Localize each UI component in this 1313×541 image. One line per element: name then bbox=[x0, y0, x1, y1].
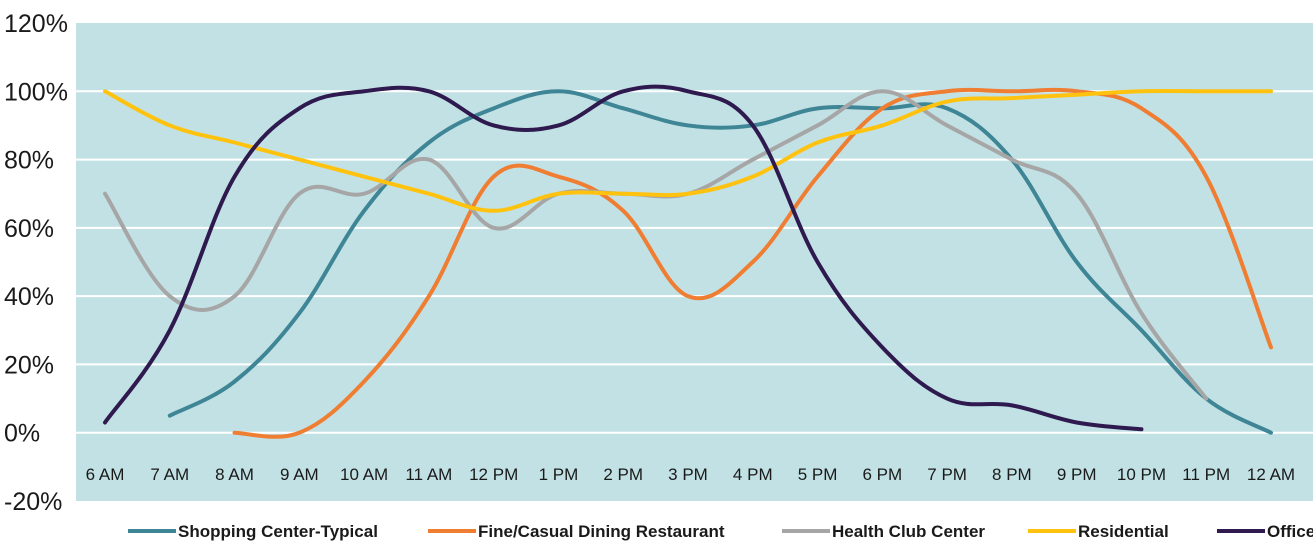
x-tick-label: 7 PM bbox=[927, 465, 967, 484]
series-line-shopping-center-typical bbox=[167, 89, 1273, 435]
series-line-office bbox=[103, 84, 1144, 432]
series-line-residential bbox=[103, 89, 1273, 213]
y-tick-label: 0% bbox=[4, 420, 40, 448]
legend-label: Residential bbox=[1078, 522, 1169, 541]
x-tick-label: 12 PM bbox=[469, 465, 518, 484]
legend-label: Shopping Center-Typical bbox=[178, 522, 378, 541]
x-tick-label: 5 PM bbox=[798, 465, 838, 484]
x-tick-label: 10 AM bbox=[340, 465, 388, 484]
x-tick-label: 8 PM bbox=[992, 465, 1032, 484]
x-tick-label: 9 PM bbox=[1057, 465, 1097, 484]
y-tick-label: 60% bbox=[4, 215, 54, 243]
x-tick-label: 11 PM bbox=[1182, 465, 1230, 484]
x-tick-label: 2 PM bbox=[603, 465, 643, 484]
y-axis-tick-labels: 120% 100% 80% 60% 40% 20% 0% -20% bbox=[4, 10, 68, 516]
x-tick-label: 10 PM bbox=[1117, 465, 1166, 484]
legend-label: Health Club Center bbox=[832, 522, 985, 541]
x-axis-tick-labels: 6 AM 7 AM 8 AM 9 AM 10 AM 11 AM 12 PM 1 PM 2 PM 3… bbox=[86, 465, 1295, 484]
y-tick-label: 20% bbox=[4, 351, 54, 379]
y-tick-label: 80% bbox=[4, 147, 54, 175]
x-tick-label: 12 AM bbox=[1247, 465, 1295, 484]
x-tick-label: 3 PM bbox=[668, 465, 708, 484]
y-tick-label: 120% bbox=[4, 10, 68, 38]
legend: Shopping Center-Typical Fine/Casual Dinin… bbox=[128, 522, 1313, 541]
y-tick-label: 40% bbox=[4, 283, 54, 311]
x-tick-label: 1 PM bbox=[539, 465, 579, 484]
x-tick-label: 9 AM bbox=[280, 465, 319, 484]
y-tick-label: -20% bbox=[4, 488, 62, 516]
x-tick-label: 6 PM bbox=[862, 465, 902, 484]
series-lines bbox=[103, 84, 1273, 439]
x-tick-label: 7 AM bbox=[150, 465, 189, 484]
x-tick-label: 8 AM bbox=[215, 465, 254, 484]
x-tick-label: 4 PM bbox=[733, 465, 773, 484]
x-tick-label: 6 AM bbox=[86, 465, 125, 484]
plot-area bbox=[76, 23, 1313, 501]
x-tick-label: 11 AM bbox=[405, 465, 452, 484]
y-tick-label: 100% bbox=[4, 78, 68, 106]
series-line-fine-casual-dining-restaurant bbox=[232, 87, 1273, 439]
legend-label: Fine/Casual Dining Restaurant bbox=[478, 522, 725, 541]
legend-label: Office bbox=[1267, 522, 1313, 541]
